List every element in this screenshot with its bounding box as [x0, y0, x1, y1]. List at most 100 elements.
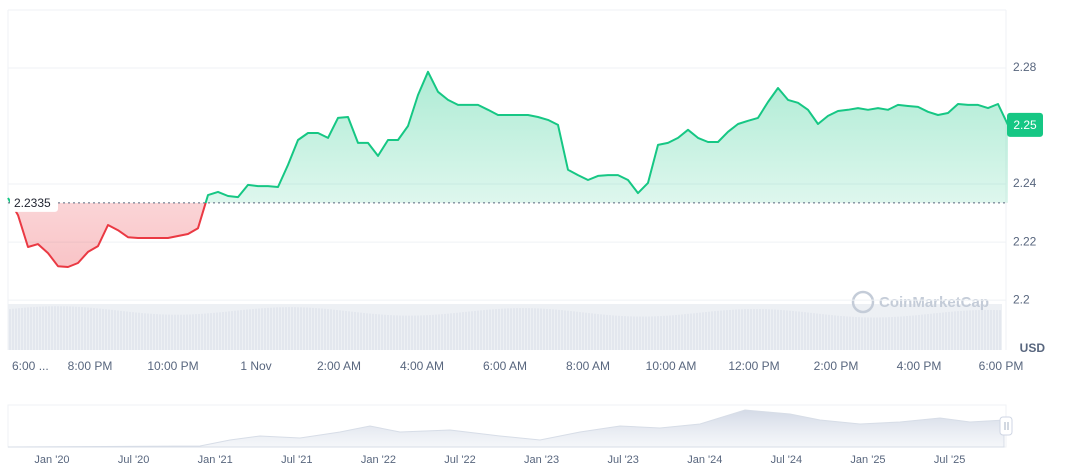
volume-bar	[888, 317, 890, 350]
volume-bar	[213, 312, 215, 350]
volume-bar	[531, 308, 533, 350]
volume-bar	[942, 312, 944, 350]
volume-bar	[195, 314, 197, 350]
volume-bar	[960, 310, 962, 350]
navigator-area	[7, 409, 1005, 448]
volume-bar	[837, 315, 839, 350]
volume-bar	[240, 310, 242, 350]
x-tick-label: 6:00 PM	[979, 359, 1024, 373]
volume-bar	[39, 306, 41, 350]
volume-bar	[147, 313, 149, 350]
volume-bar	[693, 313, 695, 350]
price-line	[7, 70, 1009, 268]
volume-bar	[375, 314, 377, 350]
volume-bar	[627, 316, 629, 350]
navigator-label: Jul '21	[281, 454, 312, 466]
volume-bar	[519, 308, 521, 350]
volume-bar	[594, 313, 596, 350]
volume-bar	[918, 314, 920, 350]
volume-bar	[264, 308, 266, 350]
volume-bar	[198, 314, 200, 350]
volume-bar	[138, 312, 140, 350]
volume-bar	[390, 315, 392, 350]
volume-bar	[219, 312, 221, 350]
volume-bar	[363, 312, 365, 350]
volume-bar	[66, 306, 68, 350]
x-tick-label: 4:00 PM	[897, 359, 942, 373]
volume-bar	[321, 308, 323, 350]
volume-bar	[456, 312, 458, 350]
volume-bar	[603, 314, 605, 350]
volume-bar	[849, 316, 851, 350]
volume-bar	[564, 310, 566, 350]
volume-bar	[684, 314, 686, 350]
currency-label: USD	[1020, 341, 1046, 355]
volume-bar	[270, 307, 272, 350]
volume-bar	[993, 310, 995, 350]
volume-bar	[732, 309, 734, 350]
volume-bar	[660, 316, 662, 350]
baseline-label-bg	[10, 193, 58, 212]
volume-bar	[417, 315, 419, 350]
volume-bar	[360, 312, 362, 350]
volume-bar	[282, 307, 284, 350]
volume-bar	[498, 308, 500, 350]
navigator-label: Jan '24	[687, 454, 722, 466]
volume-bar	[912, 315, 914, 350]
volume-bar	[420, 315, 422, 350]
volume-bar	[750, 309, 752, 350]
volume-bar	[537, 308, 539, 350]
volume-bar	[807, 312, 809, 350]
volume-bar	[636, 316, 638, 350]
volume-bar	[756, 309, 758, 350]
volume-bar	[651, 316, 653, 350]
volume-bar	[84, 307, 86, 350]
navigator-label: Jan '21	[198, 454, 233, 466]
x-tick-label: 10:00 AM	[646, 359, 697, 373]
navigator-label: Jul '22	[444, 454, 475, 466]
volume-bar	[504, 308, 506, 350]
volume-bar	[633, 316, 635, 350]
volume-bar	[285, 307, 287, 350]
watermark: CoinMarketCap	[879, 294, 989, 311]
volume-bar	[246, 309, 248, 350]
navigator-handle[interactable]	[999, 416, 1013, 436]
volume-bar	[996, 310, 998, 350]
volume-bar	[972, 310, 974, 350]
volume-bar	[459, 312, 461, 350]
volume-bar	[615, 315, 617, 350]
volume-bar	[444, 313, 446, 350]
volume-bar	[483, 310, 485, 350]
volume-bar	[831, 315, 833, 350]
volume-bar	[54, 306, 56, 350]
volume-bar	[567, 310, 569, 350]
volume-bar	[681, 314, 683, 350]
volume-bar	[909, 315, 911, 350]
area-fill-down	[10, 202, 206, 267]
volume-bar	[714, 311, 716, 350]
volume-bar	[825, 314, 827, 350]
volume-bar	[591, 313, 593, 350]
volume-bar	[507, 308, 509, 350]
x-tick-label: 6:00 ...	[12, 359, 49, 373]
volume-bar	[426, 315, 428, 350]
volume-bar	[696, 312, 698, 350]
volume-bar	[528, 308, 530, 350]
volume-bar	[189, 314, 191, 350]
volume-bar	[735, 309, 737, 350]
volume-bar	[258, 308, 260, 350]
x-tick-label: 1 Nov	[240, 359, 271, 373]
y-tick-label: 2.2	[1013, 292, 1030, 306]
volume-bar	[741, 309, 743, 350]
volume-bar	[894, 316, 896, 350]
volume-bar	[111, 309, 113, 350]
volume-bar	[243, 309, 245, 350]
x-tick-label: 2:00 PM	[814, 359, 859, 373]
volume-bar	[852, 316, 854, 350]
volume-bar	[930, 313, 932, 350]
volume-bar	[915, 315, 917, 350]
volume-bar	[216, 312, 218, 350]
volume-bar	[405, 315, 407, 350]
volume-bar	[393, 315, 395, 350]
volume-bar	[579, 312, 581, 350]
